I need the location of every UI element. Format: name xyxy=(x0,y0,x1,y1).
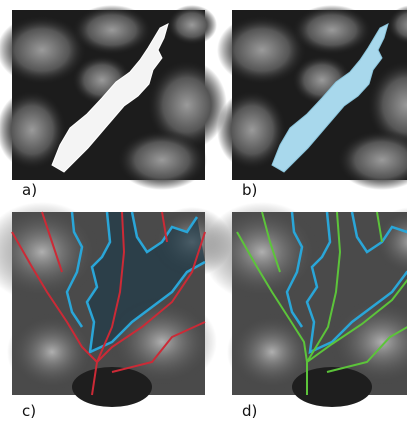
panel-a xyxy=(0,5,227,190)
panel-label: b) xyxy=(242,181,257,199)
panel-label: c) xyxy=(22,402,36,420)
panel-b xyxy=(217,5,407,190)
panel-label: d) xyxy=(242,402,257,420)
panel-d xyxy=(202,202,407,407)
panel-label: a) xyxy=(22,181,37,199)
figure: a) b) c) d) xyxy=(0,0,407,426)
panel-c xyxy=(0,202,232,407)
